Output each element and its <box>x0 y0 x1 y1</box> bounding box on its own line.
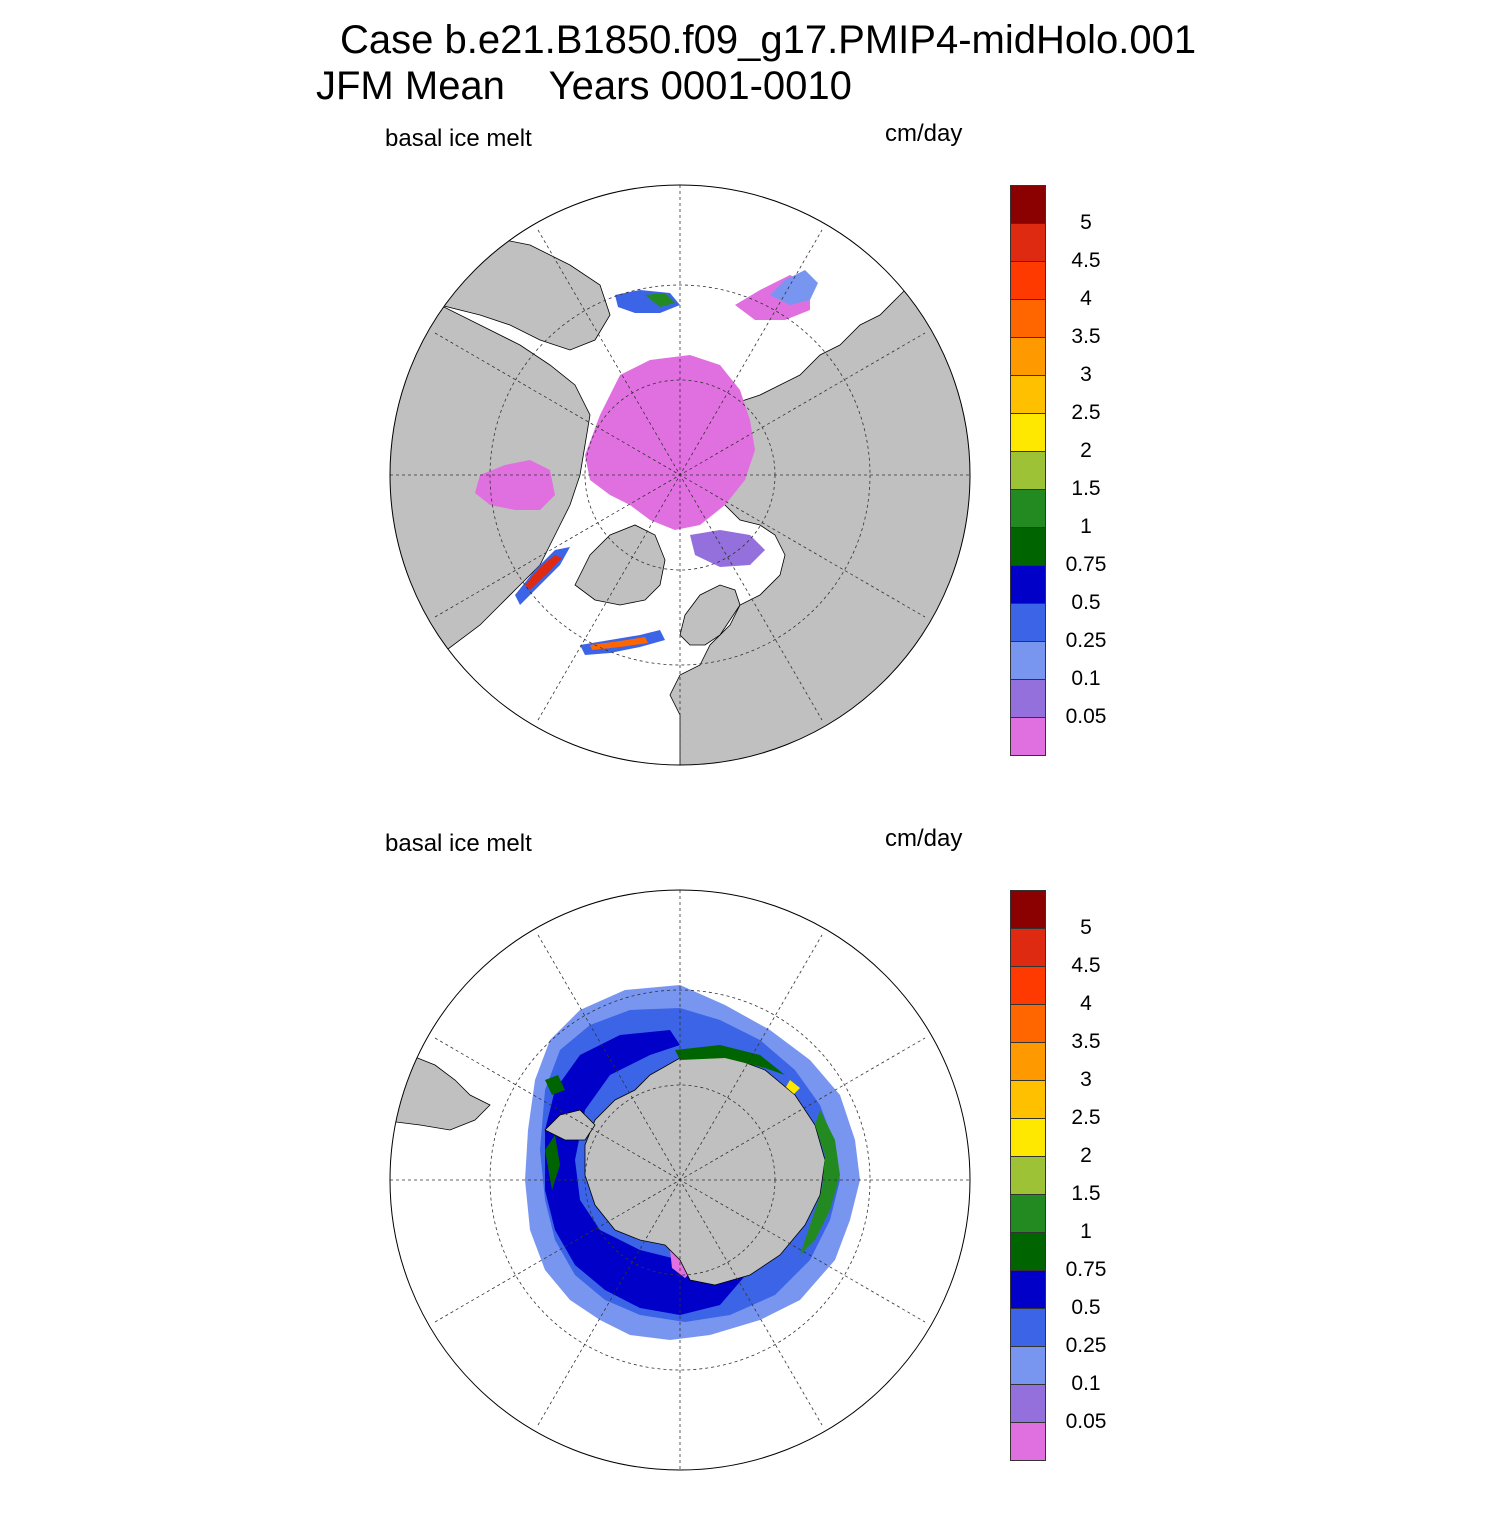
variable-label: basal ice melt <box>385 830 532 857</box>
colorbar-box <box>1010 337 1046 376</box>
colorbar-tick-label: 0.1 <box>1071 1372 1101 1395</box>
colorbar-box <box>1010 1156 1046 1195</box>
colorbar-box <box>1010 679 1046 718</box>
map-border <box>389 889 971 1471</box>
colorbar-box <box>1010 261 1046 300</box>
colorbar-box <box>1010 1346 1046 1385</box>
colorbar-box <box>1010 890 1046 929</box>
colorbar-tick-label: 2 <box>1080 439 1092 462</box>
colorbar-box <box>1010 1118 1046 1157</box>
south-polar-map <box>389 889 971 1471</box>
colorbar-tick-label: 0.75 <box>1065 1258 1107 1281</box>
colorbar-box <box>1010 1270 1046 1309</box>
colorbar-box <box>1010 1232 1046 1271</box>
bering-green <box>645 293 675 307</box>
colorbar-tick-label: 1.5 <box>1071 1182 1101 1205</box>
colorbar-tick-label: 5 <box>1080 211 1092 234</box>
colorbar-box <box>1010 489 1046 528</box>
greenland-sea-high <box>590 637 648 650</box>
north-polar-map <box>389 184 971 766</box>
map-border <box>389 184 971 766</box>
colorbar-box <box>1010 527 1046 566</box>
coastal-green-weddell <box>545 1075 565 1095</box>
colorbar: 5 4.5 4 3.5 3 2.5 2 1.5 1 0.75 0.5 0.25 … <box>1010 890 1110 1465</box>
colorbar-box <box>1010 1422 1046 1461</box>
okhotsk-blue <box>770 270 818 305</box>
colorbar-tick-label: 2.5 <box>1071 1106 1101 1129</box>
colorbar-box <box>1010 1080 1046 1119</box>
colorbar-box <box>1010 717 1046 756</box>
colorbar-box <box>1010 1042 1046 1081</box>
coastal-green-west <box>545 1135 560 1190</box>
inner-melt-dark <box>545 1030 750 1315</box>
colorbar-tick-label: 0.05 <box>1065 705 1107 728</box>
case-title: Case b.e21.B1850.f09_g17.PMIP4-midHolo.0… <box>340 18 1197 62</box>
coastal-green-east <box>800 1110 840 1255</box>
colorbar-box <box>1010 1308 1046 1347</box>
colorbar-tick-label: 0.25 <box>1065 629 1107 652</box>
colorbar-tick-label: 4.5 <box>1071 249 1101 272</box>
colorbar-box <box>1010 299 1046 338</box>
colorbar-tick-label: 0.5 <box>1071 591 1101 614</box>
colorbar-tick-label: 4 <box>1080 992 1092 1015</box>
colorbar-box <box>1010 1004 1046 1043</box>
units-label: cm/day <box>885 825 963 852</box>
colorbar-box <box>1010 603 1046 642</box>
north-polar-panel: basal ice melt cm/day <box>0 115 1500 815</box>
colorbar-tick-label: 3 <box>1080 363 1092 386</box>
colorbar-tick-label: 3 <box>1080 1068 1092 1091</box>
graticule <box>390 890 970 1470</box>
units-label: cm/day <box>885 120 963 147</box>
colorbar-tick-label: 2 <box>1080 1144 1092 1167</box>
coastal-yellow <box>786 1080 800 1094</box>
colorbar-tick-label: 3.5 <box>1071 325 1101 348</box>
colorbar-tick-label: 0.75 <box>1065 553 1107 576</box>
arctic-basin-melt <box>585 355 755 530</box>
barents-melt <box>690 530 765 567</box>
colorbar-tick-label: 0.25 <box>1065 1334 1107 1357</box>
scandinavia-land <box>679 584 741 646</box>
colorbar-box <box>1010 966 1046 1005</box>
colorbar-tick-label: 0.05 <box>1065 1410 1107 1433</box>
colorbar-tick-label: 1 <box>1080 1220 1092 1243</box>
colorbar-box <box>1010 928 1046 967</box>
colorbar-tick-label: 3.5 <box>1071 1030 1101 1053</box>
graticule <box>390 185 970 765</box>
antarctica-land <box>584 1054 826 1286</box>
colorbar-box <box>1010 375 1046 414</box>
colorbar-tick-label: 0.1 <box>1071 667 1101 690</box>
south-polar-panel: basal ice melt cm/day <box>0 820 1500 1520</box>
colorbar-box <box>1010 413 1046 452</box>
colorbar-tick-label: 5 <box>1080 916 1092 939</box>
hudson-bay-melt <box>475 460 555 510</box>
colorbar-box <box>1010 223 1046 262</box>
colorbar-box <box>1010 1384 1046 1423</box>
colorbar: 5 4.5 4 3.5 3 2.5 2 1.5 1 0.75 0.5 0.25 … <box>1010 185 1110 760</box>
variable-label: basal ice melt <box>385 125 532 152</box>
season-title: JFM Mean Years 0001-0010 <box>316 64 852 108</box>
colorbar-box <box>1010 641 1046 680</box>
colorbar-tick-label: 1 <box>1080 515 1092 538</box>
colorbar-tick-label: 4.5 <box>1071 954 1101 977</box>
colorbar-box <box>1010 1194 1046 1233</box>
coastal-green-north <box>675 1045 785 1075</box>
colorbar-tick-label: 0.5 <box>1071 1296 1101 1319</box>
colorbar-box <box>1010 185 1046 224</box>
greenland-land <box>574 524 666 606</box>
labrador-edge-high <box>525 555 562 590</box>
antarctic-peninsula-land <box>544 1109 596 1141</box>
colorbar-tick-label: 1.5 <box>1071 477 1101 500</box>
colorbar-tick-label: 2.5 <box>1071 401 1101 424</box>
colorbar-tick-label: 4 <box>1080 287 1092 310</box>
colorbar-box <box>1010 451 1046 490</box>
colorbar-box <box>1010 565 1046 604</box>
